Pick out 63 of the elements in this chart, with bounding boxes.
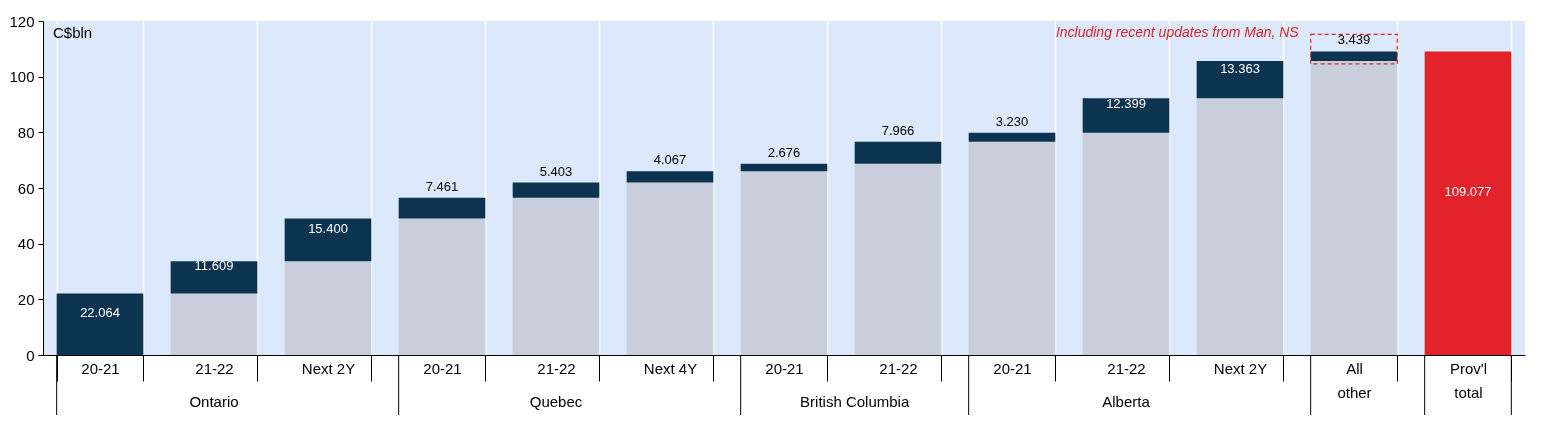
text: Alberta xyxy=(1102,393,1151,410)
bar xyxy=(1196,98,1284,355)
bar xyxy=(398,218,486,355)
data-label: 3.230 xyxy=(995,113,1029,129)
text: Quebec xyxy=(529,393,583,410)
bar xyxy=(512,197,600,355)
x-tick-label: 21-22 xyxy=(1107,359,1146,377)
bar xyxy=(170,293,258,355)
y-tick-label: 80 xyxy=(17,123,35,141)
bar xyxy=(1424,51,1512,355)
data-label: 15.400 xyxy=(308,220,348,236)
data-label: 22.064 xyxy=(80,305,120,321)
bar xyxy=(740,171,828,355)
y-axis-title: C$bln xyxy=(53,24,93,41)
x-tick-label: 20-21 xyxy=(81,359,120,377)
bar xyxy=(284,218,372,262)
data-label: 7.461 xyxy=(425,178,459,194)
x-tick-label: All other xyxy=(1337,359,1372,401)
data-label: 4.067 xyxy=(653,152,687,168)
x-tick-label: 20-21 xyxy=(423,359,462,377)
data-label: 2.676 xyxy=(767,144,801,160)
y-tick-label: 40 xyxy=(17,235,35,253)
bar xyxy=(626,182,714,355)
data-label: 11.609 xyxy=(194,258,234,274)
bar xyxy=(398,197,486,219)
bar xyxy=(284,261,372,355)
data-label: 13.363 xyxy=(1220,60,1260,76)
bar xyxy=(1196,60,1284,99)
text: Ontario xyxy=(189,393,239,410)
x-tick-label: 21-22 xyxy=(879,359,918,377)
y-tick-label: 0 xyxy=(26,346,35,364)
x-tick-label: Next 2Y xyxy=(301,359,356,377)
y-tick-label: 120 xyxy=(9,12,35,30)
bar xyxy=(968,141,1056,355)
x-tick-label: 21-22 xyxy=(537,359,576,377)
bar xyxy=(170,261,258,294)
bar xyxy=(854,163,942,355)
bar xyxy=(626,171,714,183)
x-tick-label: 21-22 xyxy=(195,359,234,377)
bar xyxy=(968,132,1056,142)
text: British Columbia xyxy=(800,393,910,410)
annotation: Including recent updates from Man, NS xyxy=(1055,24,1300,40)
data-label: 12.399 xyxy=(1106,96,1146,112)
bar xyxy=(56,293,144,355)
data-label: 7.966 xyxy=(881,122,915,138)
bar xyxy=(1082,132,1170,355)
data-label: 109.077 xyxy=(1444,184,1492,200)
data-label: 3.439 xyxy=(1337,32,1371,48)
bar xyxy=(1310,60,1398,355)
x-tick-label: Prov'l total xyxy=(1449,359,1488,401)
data-label: 5.403 xyxy=(539,163,573,179)
x-tick-label: 20-21 xyxy=(765,359,804,377)
bar xyxy=(854,141,942,164)
x-tick-label: Next 2Y xyxy=(1213,359,1268,377)
bar xyxy=(512,182,600,198)
x-tick-label: Next 4Y xyxy=(643,359,698,377)
x-tick-label: 20-21 xyxy=(993,359,1032,377)
y-tick-label: 20 xyxy=(17,290,35,308)
bar xyxy=(740,163,828,172)
y-tick-label: 60 xyxy=(17,179,35,197)
y-tick-label: 100 xyxy=(9,68,35,86)
bar xyxy=(1082,98,1170,133)
bar xyxy=(1310,51,1398,61)
